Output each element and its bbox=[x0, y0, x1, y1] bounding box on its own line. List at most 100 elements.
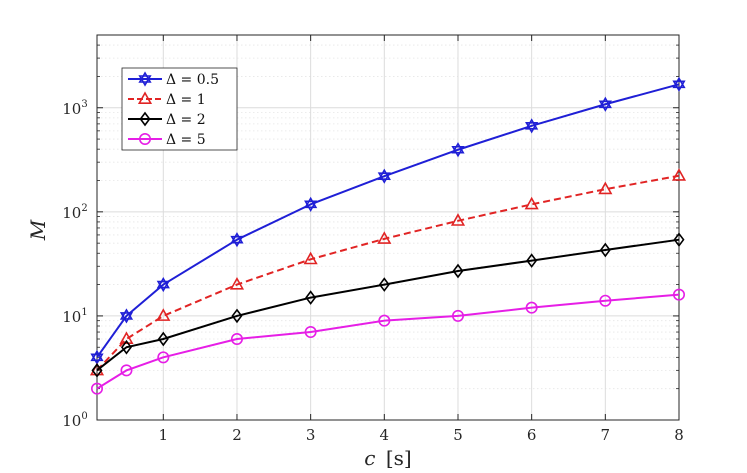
y-axis-label: M bbox=[26, 219, 50, 241]
axes-box bbox=[96, 34, 680, 421]
marker-diamond bbox=[305, 290, 317, 305]
marker-triangle bbox=[671, 168, 687, 181]
marker-diamond bbox=[452, 263, 464, 279]
x-tick-label: 1 bbox=[159, 426, 169, 444]
x-tick-label: 8 bbox=[674, 426, 684, 444]
marker-circle bbox=[120, 364, 133, 377]
legend-entry-4: Δ = 5 bbox=[128, 132, 206, 148]
marker-diamond bbox=[157, 331, 169, 347]
marker-hexagram bbox=[90, 353, 104, 365]
marker-triangle bbox=[303, 251, 318, 265]
marker-triangle bbox=[156, 308, 171, 321]
marker-circle bbox=[91, 382, 104, 395]
legend-label: Δ = 2 bbox=[166, 112, 206, 128]
marker-hexagram-legend bbox=[138, 75, 152, 87]
series-line-4 bbox=[96, 293, 680, 390]
series-line-3 bbox=[96, 238, 680, 372]
x-tick-label: 5 bbox=[453, 426, 463, 444]
marker-diamond bbox=[120, 339, 132, 355]
marker-diamond bbox=[91, 363, 103, 378]
marker-circle bbox=[378, 314, 391, 327]
marker-hexagram bbox=[304, 200, 318, 212]
marker-hexagram bbox=[525, 122, 539, 134]
marker-circle-legend bbox=[139, 133, 152, 146]
marker-hexagram bbox=[377, 168, 391, 180]
marker-diamond bbox=[673, 232, 685, 248]
series-layer bbox=[89, 76, 687, 395]
y-tick-label: 102 bbox=[62, 203, 87, 222]
x-axis-label: c [s] bbox=[364, 446, 411, 470]
x-tick-label: 4 bbox=[380, 426, 390, 444]
marker-circle bbox=[157, 351, 170, 364]
marker-circle bbox=[672, 288, 685, 301]
marker-diamond bbox=[599, 242, 611, 258]
marker-diamond bbox=[231, 308, 243, 324]
y-tick-base: 10 bbox=[62, 100, 81, 118]
series-3 bbox=[91, 232, 685, 378]
marker-hexagram bbox=[672, 80, 686, 92]
axis-labels: c [s] M bbox=[26, 219, 412, 470]
series-line-2 bbox=[96, 174, 680, 372]
y-tick-exponent: 1 bbox=[81, 307, 87, 318]
marker-hexagram bbox=[230, 232, 244, 244]
marker-triangle bbox=[524, 196, 539, 210]
marker-hexagram bbox=[156, 280, 170, 293]
y-tick-base: 10 bbox=[62, 204, 81, 222]
series-4 bbox=[91, 288, 685, 395]
y-tick-exponent: 2 bbox=[81, 203, 87, 214]
marker-diamond bbox=[378, 277, 390, 292]
marker-hexagram bbox=[90, 349, 104, 362]
legend: Δ = 0.5 Δ = 1 Δ = 2 Δ = 5 bbox=[121, 67, 238, 151]
legend-label: Δ = 1 bbox=[166, 92, 206, 108]
marker-hexagram bbox=[119, 308, 134, 320]
x-tick-label: 3 bbox=[306, 426, 316, 444]
marker-hexagram bbox=[451, 145, 465, 158]
marker-circle bbox=[599, 294, 612, 307]
x-tick-label: 2 bbox=[232, 426, 242, 444]
marker-circle bbox=[304, 326, 317, 339]
legend-entry-3: Δ = 2 bbox=[128, 111, 206, 128]
marker-diamond bbox=[526, 253, 538, 268]
marker-hexagram bbox=[672, 76, 686, 89]
marker-triangle bbox=[450, 213, 466, 226]
legend-entry-2: Δ = 1 bbox=[128, 91, 206, 108]
marker-hexagram bbox=[304, 196, 318, 209]
y-tick-label: 100 bbox=[62, 411, 87, 430]
x-tick-label: 6 bbox=[527, 426, 537, 444]
marker-hexagram bbox=[230, 235, 244, 248]
x-axis-label-unit: [s] bbox=[386, 446, 412, 470]
legend-label: Δ = 0.5 bbox=[166, 72, 219, 88]
marker-circle bbox=[451, 309, 464, 322]
x-axis-label-variable: c bbox=[364, 446, 375, 470]
y-tick-label: 103 bbox=[62, 99, 87, 118]
x-tick-label: 7 bbox=[601, 426, 611, 444]
marker-hexagram bbox=[525, 118, 539, 130]
marker-triangle bbox=[377, 231, 392, 244]
legend-entry-1: Δ = 0.5 bbox=[128, 71, 219, 88]
legend-label: Δ = 5 bbox=[166, 132, 206, 148]
y-tick-label: 101 bbox=[62, 307, 87, 326]
series-line-1 bbox=[96, 83, 680, 358]
y-tick-base: 10 bbox=[62, 308, 81, 326]
marker-triangle-legend bbox=[137, 91, 153, 104]
axes bbox=[96, 34, 680, 421]
marker-circle bbox=[230, 333, 243, 346]
y-tick-exponent: 3 bbox=[81, 99, 87, 110]
marker-circle bbox=[525, 301, 538, 314]
y-tick-base: 10 bbox=[62, 412, 81, 430]
marker-hexagram bbox=[156, 276, 170, 289]
marker-hexagram bbox=[598, 100, 612, 112]
marker-hexagram bbox=[451, 142, 465, 154]
marker-triangle bbox=[119, 331, 134, 345]
marker-hexagram bbox=[119, 312, 134, 324]
marker-hexagram bbox=[377, 172, 391, 184]
marker-diamond-legend bbox=[139, 111, 151, 127]
y-tick-exponent: 0 bbox=[81, 411, 87, 422]
marker-hexagram bbox=[598, 96, 612, 109]
marker-triangle bbox=[598, 181, 613, 195]
series-1 bbox=[90, 76, 686, 365]
marker-triangle bbox=[229, 276, 245, 290]
marker-hexagram-legend bbox=[138, 71, 152, 83]
